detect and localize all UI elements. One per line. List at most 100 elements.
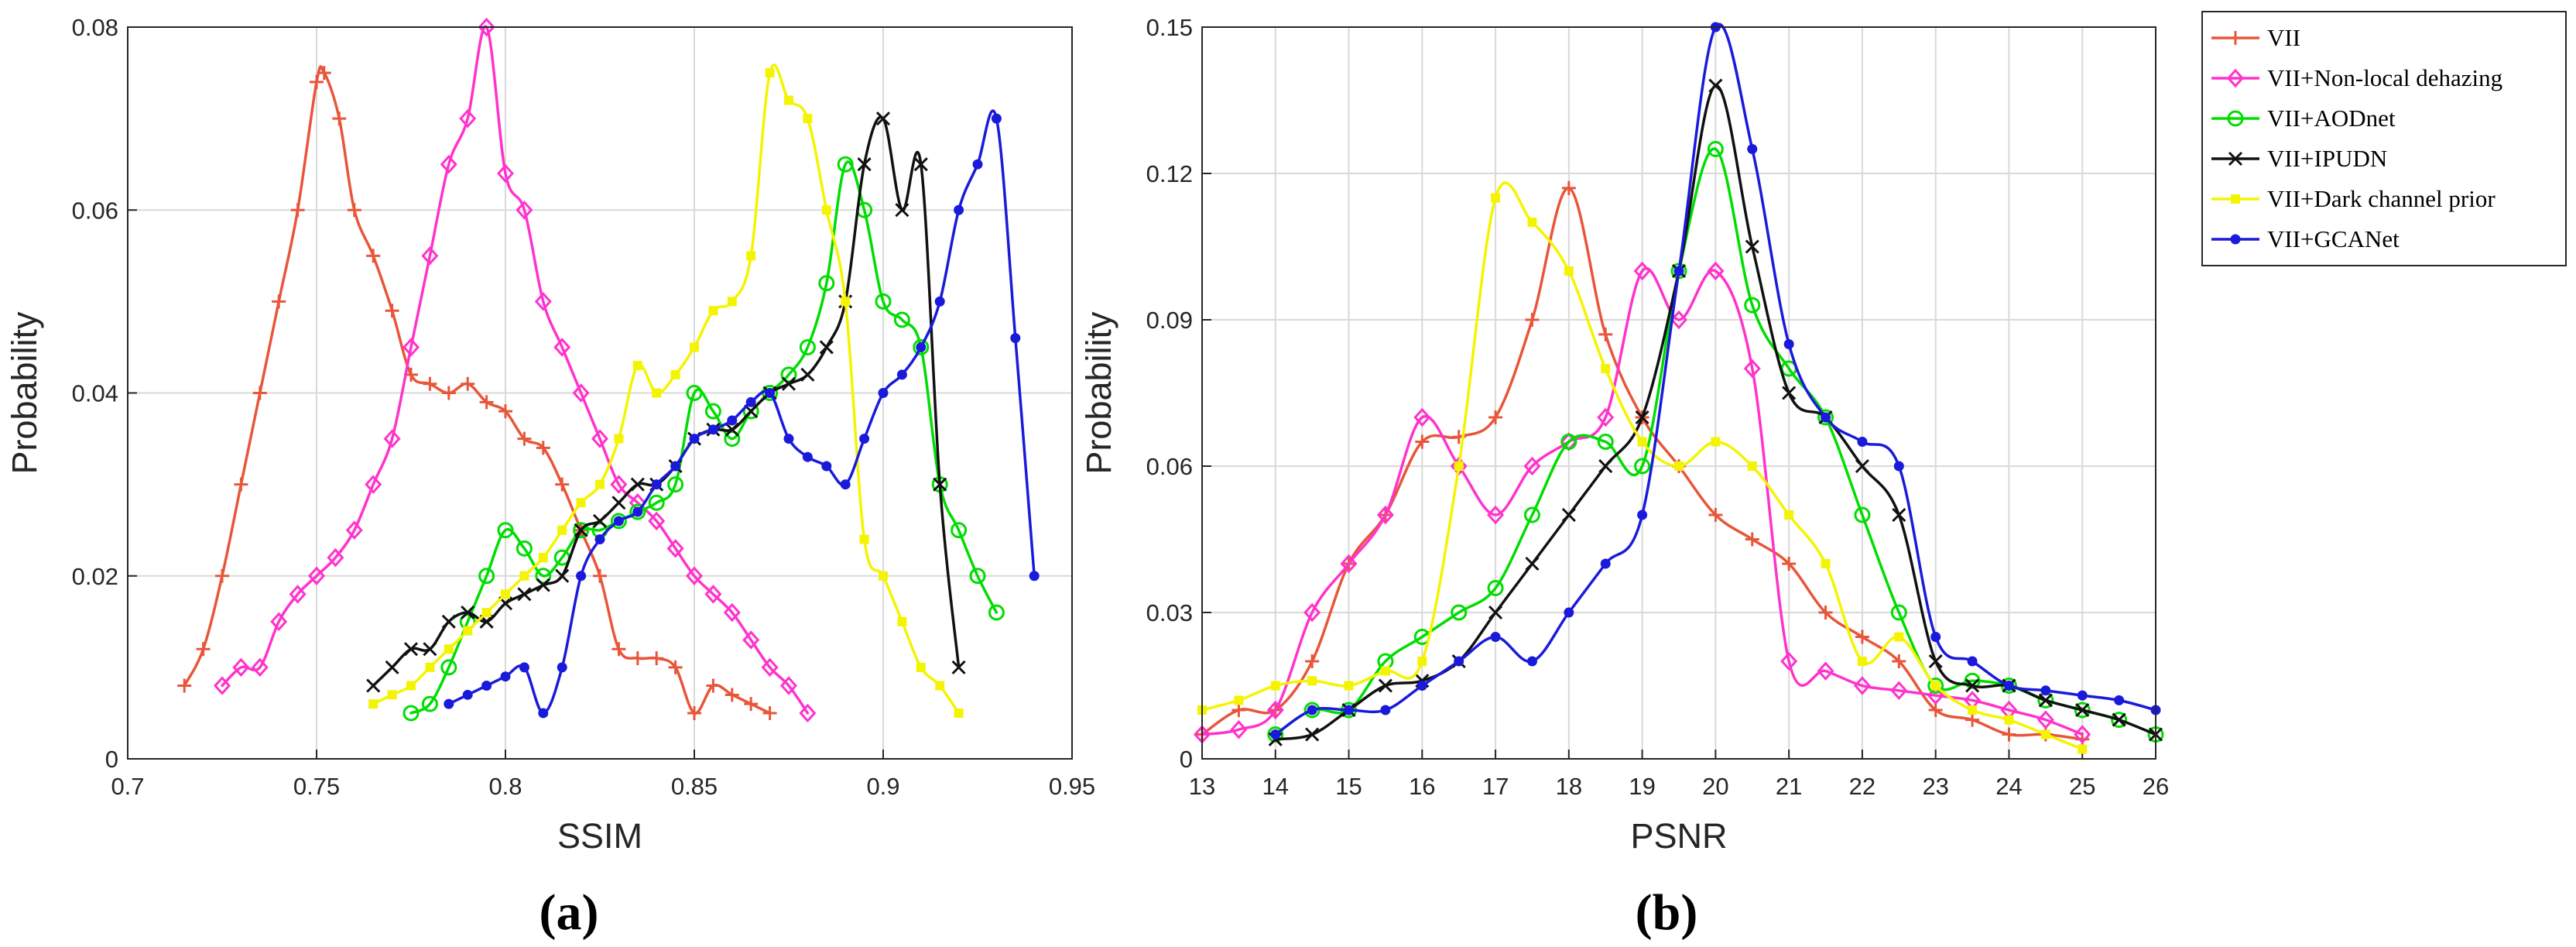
data-point	[670, 461, 681, 472]
data-point	[668, 660, 683, 674]
data-point	[784, 95, 793, 105]
data-point	[706, 678, 721, 693]
data-point	[779, 676, 798, 695]
data-point	[934, 296, 945, 307]
data-point	[761, 657, 779, 678]
data-point	[1930, 681, 1941, 691]
legend-item: VII+GCANet	[2211, 225, 2400, 252]
data-point	[1340, 554, 1358, 574]
x-tick-label: 15	[1335, 773, 1362, 800]
data-point	[629, 503, 646, 520]
data-point	[1637, 437, 1647, 447]
data-point	[385, 660, 399, 674]
legend-marker	[2226, 68, 2245, 88]
data-point	[1747, 461, 1757, 471]
data-point	[935, 681, 945, 691]
legend-label: VII+IPUDN	[2267, 145, 2387, 172]
data-point	[632, 506, 643, 517]
data-point	[517, 431, 532, 446]
data-point	[611, 642, 626, 657]
legend: VII VII+Non-local dehazing VII+AODnet VII+I…	[2201, 11, 2567, 266]
data-point	[1380, 705, 1391, 715]
data-point	[1231, 703, 1246, 717]
legend-item: VII	[2211, 24, 2300, 51]
data-point	[519, 571, 529, 581]
data-point	[385, 304, 399, 318]
data-point	[1413, 407, 1431, 427]
data-point	[685, 566, 704, 585]
data-point	[1965, 678, 1980, 693]
x-tick-label: 0.95	[1049, 773, 1095, 800]
data-point	[1270, 729, 1281, 739]
data-point	[2040, 729, 2050, 739]
data-point	[1525, 556, 1540, 571]
data-point	[593, 568, 607, 583]
data-point	[1454, 656, 1464, 667]
data-point	[859, 534, 869, 544]
data-point	[497, 522, 514, 539]
data-point	[1783, 339, 1794, 349]
y-tick-label: 0.09	[1146, 307, 1193, 334]
data-point	[535, 568, 552, 585]
data-point	[2004, 715, 2014, 725]
data-point	[555, 568, 570, 583]
data-point	[666, 539, 684, 558]
data-point	[1670, 310, 1688, 330]
data-point	[2040, 685, 2051, 696]
series-4	[368, 63, 964, 718]
y-tick-label: 0.03	[1146, 599, 1193, 626]
data-point	[463, 626, 473, 636]
data-point	[1744, 297, 1761, 314]
data-point	[1376, 505, 1394, 525]
data-point	[1564, 607, 1574, 618]
x-tick-label: 26	[2143, 773, 2169, 800]
data-point	[1928, 703, 1943, 717]
data-point	[2077, 690, 2088, 701]
series-2	[402, 156, 1005, 722]
x-axis-label: PSNR	[1630, 816, 1727, 856]
data-point	[765, 68, 775, 78]
data-point	[1634, 458, 1651, 475]
x-tick-label: 25	[2069, 773, 2095, 800]
data-point	[1743, 359, 1761, 379]
data-point	[648, 494, 665, 511]
data-point	[1270, 681, 1280, 691]
data-point	[327, 547, 344, 568]
axis-frame	[1201, 26, 2156, 760]
data-point	[481, 681, 492, 691]
data-point	[481, 608, 492, 617]
data-point	[595, 479, 605, 489]
x-tick-label: 13	[1189, 773, 1215, 800]
data-point	[690, 342, 699, 352]
data-point	[478, 568, 495, 585]
data-point	[1927, 685, 1944, 705]
data-point	[462, 689, 473, 700]
data-point	[332, 112, 347, 126]
data-point	[425, 662, 435, 672]
data-point	[317, 66, 331, 81]
data-point	[2038, 693, 2053, 708]
data-point	[232, 657, 250, 678]
data-point	[1890, 681, 1908, 701]
data-point	[799, 338, 816, 355]
data-point	[368, 699, 379, 709]
data-point	[878, 388, 889, 398]
data-point	[2114, 695, 2125, 705]
data-point	[1523, 506, 1540, 523]
data-point	[819, 340, 834, 355]
data-point	[557, 662, 567, 673]
data-point	[1487, 505, 1505, 525]
data-point	[1010, 333, 1021, 344]
data-point	[762, 705, 777, 720]
data-point	[913, 338, 930, 355]
x-tick-label: 24	[1995, 773, 2022, 800]
y-tick-label: 0.06	[72, 197, 118, 224]
data-point	[2111, 712, 2128, 729]
x-tick-label: 20	[1702, 773, 1728, 800]
data-point	[1560, 434, 1577, 450]
data-point	[516, 201, 533, 220]
data-point	[1892, 507, 1906, 523]
data-point	[897, 616, 907, 626]
data-point	[632, 361, 642, 371]
data-point	[1745, 532, 1759, 547]
